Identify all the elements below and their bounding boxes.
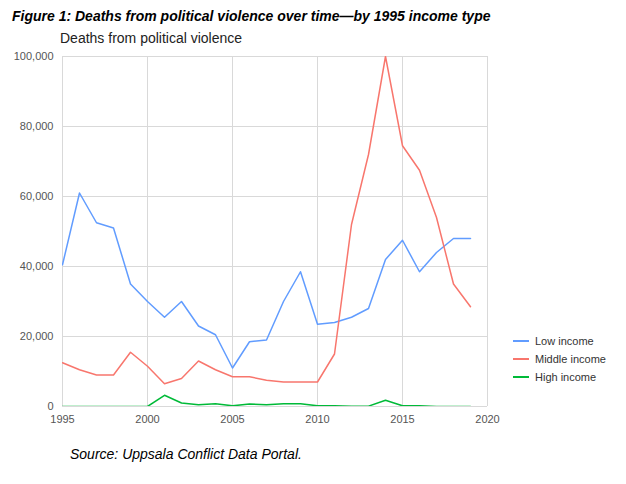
html-text:Figure 1: Deaths from politica: Figure 1: Deaths from political violence… <box>12 8 491 24</box>
html-text:Deaths from political violence: Deaths from political violence <box>60 30 243 46</box>
html-text:Source: Uppsala Conflict Data: Source: Uppsala Conflict Data Portal. <box>70 446 302 462</box>
svg-text:2010: 2010 <box>305 413 329 425</box>
html-text:Middle income: Middle income <box>535 353 606 365</box>
svg-text:2020: 2020 <box>475 413 499 425</box>
svg-text:2000: 2000 <box>135 413 159 425</box>
html-text:Low income: Low income <box>535 335 594 347</box>
svg-text:0: 0 <box>47 400 53 412</box>
svg-text:2005: 2005 <box>220 413 244 425</box>
svg-text:20,000: 20,000 <box>20 330 54 342</box>
svg-text:40,000: 40,000 <box>20 260 54 272</box>
svg-text:2015: 2015 <box>390 413 414 425</box>
svg-text:100,000: 100,000 <box>14 50 54 62</box>
svg-text:60,000: 60,000 <box>20 190 54 202</box>
svg-text:80,000: 80,000 <box>20 120 54 132</box>
svg-text:1995: 1995 <box>50 413 74 425</box>
html-text:High income: High income <box>535 371 597 383</box>
